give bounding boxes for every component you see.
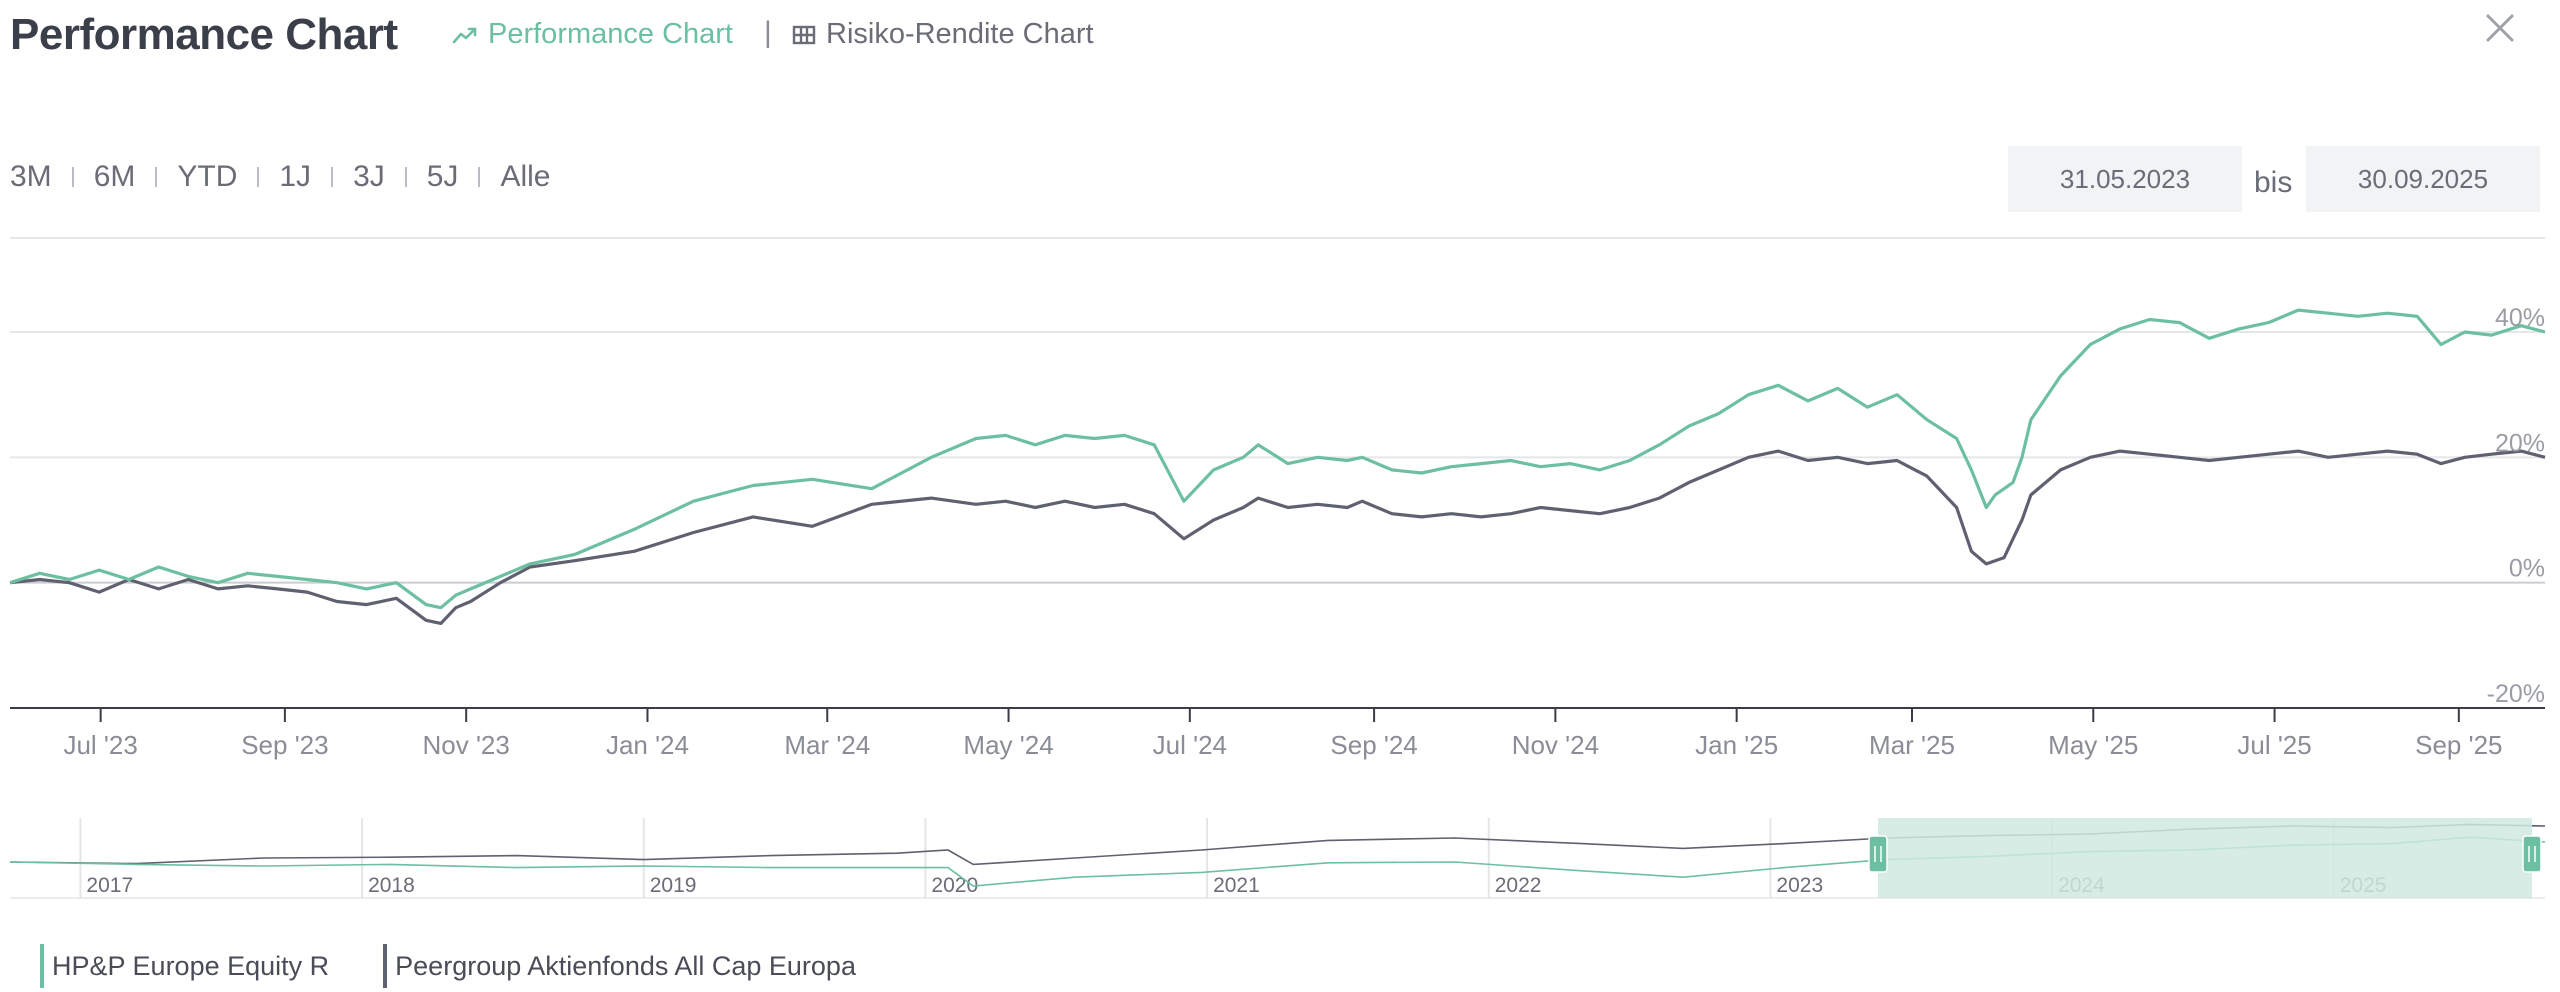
- line-chart-icon: [452, 27, 477, 43]
- range-ytd-button[interactable]: YTD: [177, 160, 238, 193]
- x-tick-label: Nov '24: [1512, 730, 1599, 760]
- x-tick-label: Jul '25: [2237, 730, 2311, 760]
- legend-item-fund[interactable]: HP&P Europe Equity R: [40, 944, 329, 988]
- navigator-year-label: 2019: [650, 874, 697, 897]
- range-6m-button[interactable]: 6M: [93, 160, 136, 193]
- legend-item-peer[interactable]: Peergroup Aktienfonds All Cap Europa: [383, 944, 856, 988]
- navigator-year-label: 2021: [1213, 874, 1260, 897]
- navigator-year-label: 2018: [368, 874, 415, 897]
- series-line-peer[interactable]: [9, 449, 2546, 625]
- chart-y-axis-labels: -20% 0% 20% 40%: [2487, 304, 2545, 708]
- navigator-handle-right-grip[interactable]: [2522, 835, 2542, 873]
- chart-legend: HP&P Europe Equity R Peergroup Aktienfon…: [40, 944, 910, 988]
- navigator-handle-left[interactable]: [1868, 835, 1888, 873]
- x-tick-label: Nov '23: [423, 730, 510, 760]
- y-tick-label: 40%: [2495, 304, 2545, 332]
- close-icon[interactable]: [2482, 10, 2518, 46]
- tab-performance-chart[interactable]: Performance Chart: [452, 18, 733, 51]
- navigator-handle-right[interactable]: [2522, 835, 2542, 873]
- range-5j-button[interactable]: 5J: [426, 160, 459, 193]
- y-tick-label: 20%: [2495, 429, 2545, 457]
- navigator-year-label: 2023: [1776, 874, 1823, 897]
- date-to-input[interactable]: 30.09.2025: [2306, 146, 2540, 212]
- legend-swatch-peer: [383, 944, 388, 988]
- chart-series: [9, 308, 2546, 625]
- range-3m-button[interactable]: 3M: [10, 160, 52, 193]
- chart-x-axis: Jul '23 Sep '23 Nov '23 Jan '24 Mar '24 May '…: [10, 707, 2545, 760]
- page-title: Performance Chart: [10, 10, 398, 59]
- table-grid-icon: [792, 25, 816, 44]
- chart-gridlines: [10, 237, 2545, 584]
- range-divider: [404, 167, 407, 187]
- range-navigator[interactable]: 201720182019202020212022202320242025: [9, 818, 2546, 899]
- series-line-fund[interactable]: [9, 308, 2546, 610]
- range-3j-button[interactable]: 3J: [353, 160, 385, 193]
- range-selector: 3M 6M YTD 1J 3J 5J Alle: [10, 157, 550, 197]
- date-from-input[interactable]: 31.05.2023: [2008, 146, 2242, 212]
- x-tick-label: Jul '24: [1153, 730, 1227, 760]
- navigator-year-label: 2017: [86, 874, 133, 897]
- x-tick-label: May '25: [2048, 730, 2138, 760]
- range-divider: [257, 167, 260, 187]
- performance-chart[interactable]: Jul '23 Sep '23 Nov '23 Jan '24 Mar '24 May '…: [0, 210, 2560, 990]
- range-divider: [478, 167, 481, 187]
- y-tick-label: -20%: [2487, 680, 2545, 708]
- range-divider: [71, 167, 74, 187]
- tab-risk-label: Risiko-Rendite Chart: [826, 18, 1094, 50]
- range-divider: [331, 167, 334, 187]
- x-tick-label: Jan '25: [1695, 730, 1778, 760]
- tab-separator: |: [764, 16, 772, 49]
- x-tick-label: May '24: [963, 730, 1053, 760]
- legend-swatch-fund: [40, 944, 44, 988]
- range-alle-button[interactable]: Alle: [500, 160, 551, 193]
- x-tick-label: Jul '23: [63, 730, 137, 760]
- range-divider: [155, 167, 158, 187]
- navigator-handle-left-grip[interactable]: [1868, 835, 1888, 873]
- tab-performance-label: Performance Chart: [488, 18, 733, 50]
- x-tick-label: Mar '24: [784, 730, 870, 760]
- x-tick-label: Mar '25: [1869, 730, 1955, 760]
- navigator-year-label: 2022: [1495, 874, 1542, 897]
- x-tick-label: Sep '23: [241, 730, 328, 760]
- x-tick-label: Sep '24: [1330, 730, 1417, 760]
- date-connector-label: bis: [2254, 166, 2293, 199]
- range-1j-button[interactable]: 1J: [279, 160, 312, 193]
- x-tick-label: Jan '24: [606, 730, 689, 760]
- navigator-year-label: 2020: [931, 874, 978, 897]
- header: Performance Chart Performance Chart | Ri…: [0, 0, 2560, 80]
- x-tick-label: Sep '25: [2415, 730, 2502, 760]
- tab-risk-return-chart[interactable]: Risiko-Rendite Chart: [792, 18, 1094, 51]
- legend-label-peer: Peergroup Aktienfonds All Cap Europa: [395, 950, 856, 981]
- y-tick-label: 0%: [2509, 555, 2545, 583]
- legend-label-fund: HP&P Europe Equity R: [52, 950, 330, 981]
- navigator-selection[interactable]: [1878, 818, 2532, 898]
